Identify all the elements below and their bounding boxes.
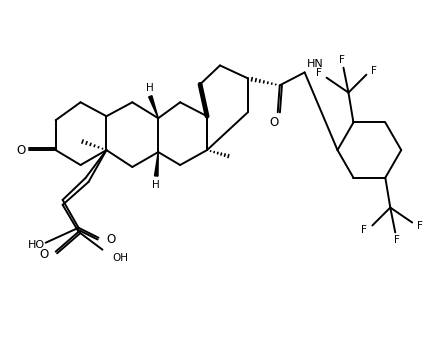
- Text: F: F: [339, 55, 344, 65]
- Text: O: O: [16, 143, 25, 157]
- Text: F: F: [417, 221, 423, 232]
- Text: O: O: [269, 116, 278, 129]
- Polygon shape: [149, 96, 158, 118]
- Text: H: H: [152, 180, 160, 190]
- Polygon shape: [155, 152, 158, 176]
- Text: F: F: [394, 235, 400, 245]
- Text: O: O: [106, 233, 116, 246]
- Text: OH: OH: [112, 253, 128, 262]
- Text: HN: HN: [307, 59, 324, 69]
- Text: HO: HO: [28, 240, 45, 250]
- Text: F: F: [362, 225, 367, 236]
- Text: H: H: [146, 83, 154, 94]
- Text: F: F: [372, 66, 377, 76]
- Text: F: F: [316, 68, 321, 78]
- Text: O: O: [39, 248, 48, 261]
